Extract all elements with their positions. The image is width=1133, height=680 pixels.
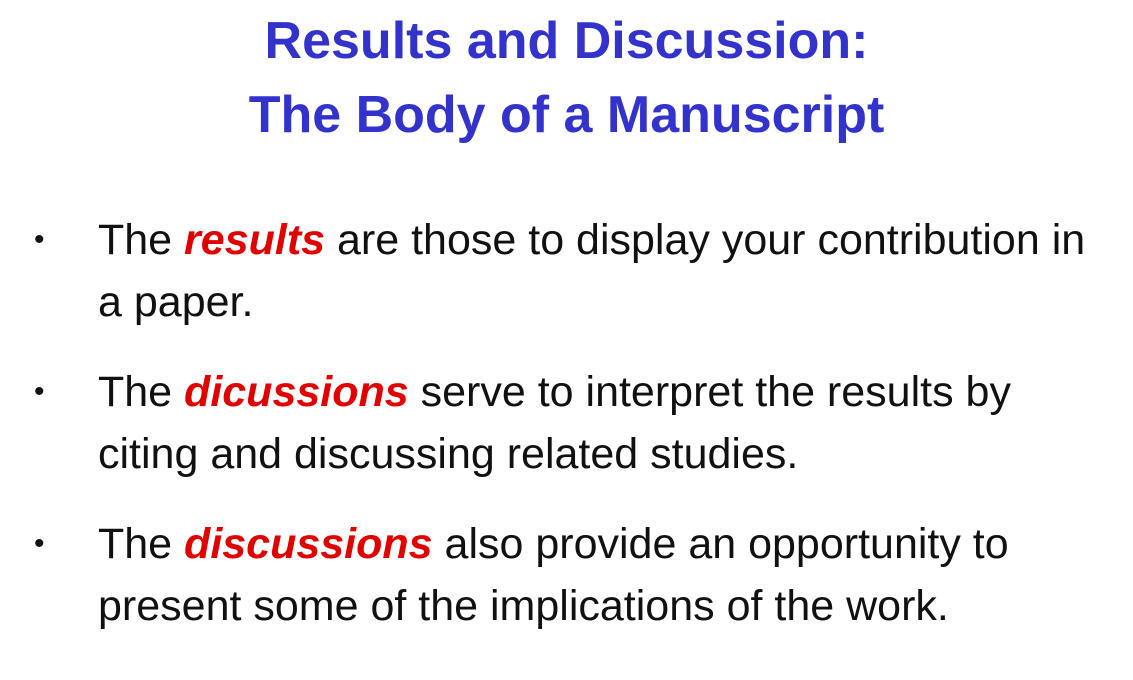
bullet-text-prefix: The (98, 368, 185, 416)
emphasis-term: discussions (184, 520, 433, 568)
bullet-point-icon: • (34, 375, 45, 408)
bullet-item-results: • The results are those to display your … (30, 209, 1120, 333)
bullet-text-suffix: are those to display your contribution i… (98, 216, 1086, 326)
bullet-text-suffix: also provide an opportunity to present s… (98, 520, 1009, 630)
bullet-point-icon: • (34, 223, 45, 256)
emphasis-term: results (184, 216, 326, 264)
slide-title: Results and Discussion: The Body of a Ma… (0, 4, 1133, 152)
bullet-item-discussions: • The discussions also provide an opport… (30, 513, 1120, 637)
bullet-point-icon: • (34, 527, 45, 560)
bullet-list: • The results are those to display your … (30, 209, 1120, 665)
bullet-text-prefix: The (98, 520, 185, 568)
title-line-2: The Body of a Manuscript (248, 86, 885, 144)
bullet-text-suffix: serve to interpret the results by citing… (98, 368, 1011, 478)
bullet-text-prefix: The (98, 216, 185, 264)
bullet-item-dicussions: • The dicussions serve to interpret the … (30, 361, 1120, 485)
title-line-1: Results and Discussion: (264, 12, 869, 70)
emphasis-term: dicussions (184, 368, 409, 416)
